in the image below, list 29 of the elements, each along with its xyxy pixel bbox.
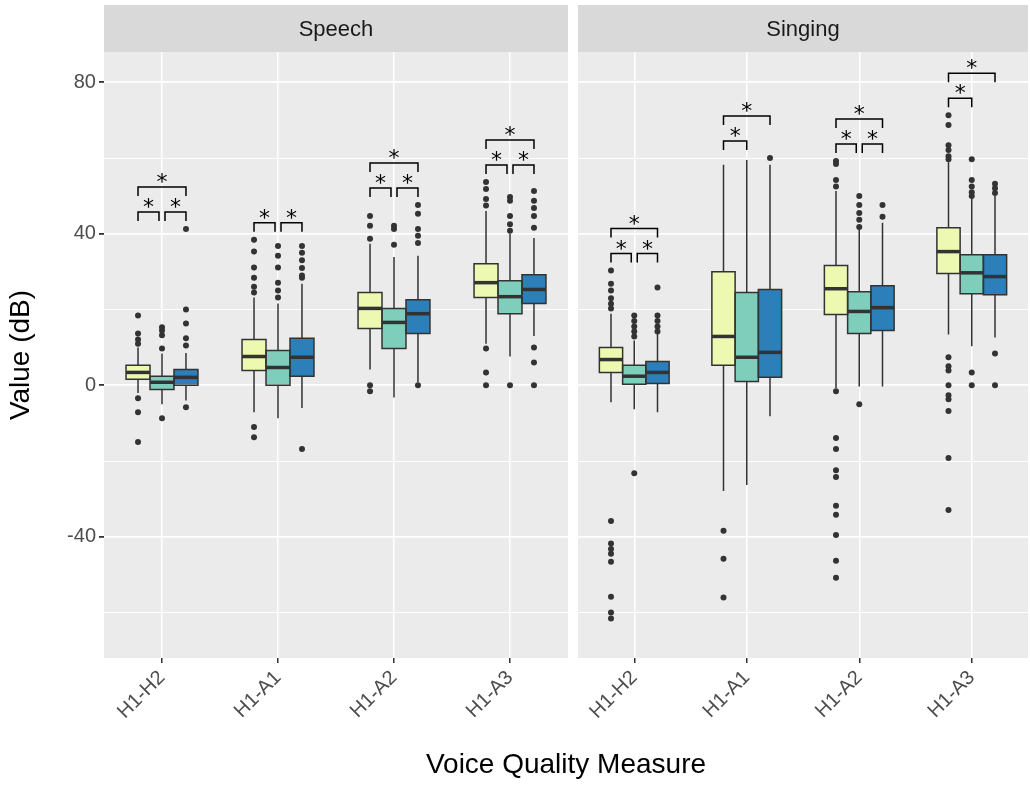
annotation: * xyxy=(628,210,640,236)
y-tick-label: 0 xyxy=(84,372,96,395)
annotation: * xyxy=(504,121,516,147)
x-axis-title: Voice Quality Measure xyxy=(424,748,708,780)
annotation: * xyxy=(259,204,271,230)
annotation: * xyxy=(388,145,400,171)
annotation: * xyxy=(156,168,168,194)
annotation: * xyxy=(375,170,387,196)
annotation: * xyxy=(741,98,753,124)
annotation: * xyxy=(840,126,852,152)
annotation: * xyxy=(966,55,978,81)
y-tick-label: -40 xyxy=(67,524,96,547)
annotation: * xyxy=(401,170,413,196)
y-tick-label: 80 xyxy=(73,69,96,92)
annotation: * xyxy=(853,101,865,127)
annotation: * xyxy=(491,146,503,172)
y-tick-label: 40 xyxy=(73,221,96,244)
annotation: * xyxy=(615,235,627,261)
annotation: * xyxy=(285,204,297,230)
annotation: * xyxy=(954,80,966,106)
chart-title: Singing xyxy=(578,5,1028,52)
annotation: * xyxy=(517,146,529,172)
chart-title: Speech xyxy=(104,5,568,52)
annotation: * xyxy=(143,193,155,219)
annotation: * xyxy=(866,126,878,152)
y-axis-title: Value (dB) xyxy=(3,289,35,421)
annotation: * xyxy=(169,193,181,219)
annotation: * xyxy=(729,123,741,149)
annotation: * xyxy=(641,235,653,261)
